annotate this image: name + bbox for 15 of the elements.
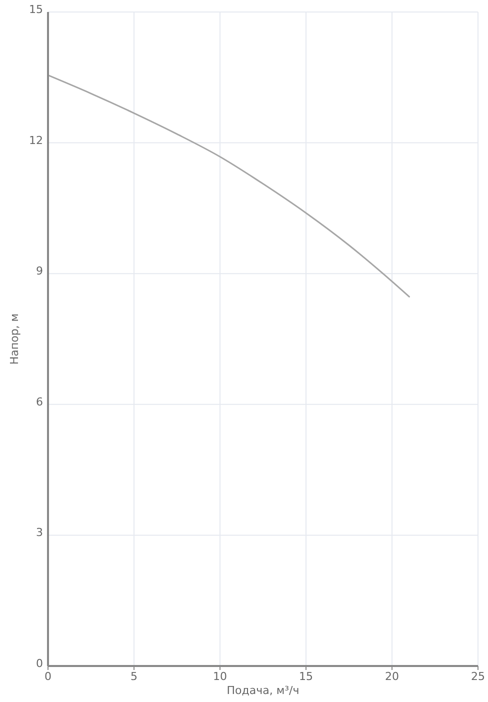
y-axis-title: Напор, м [8,313,21,365]
x-axis-title: Подача, м³/ч [226,684,300,697]
x-tick-label: 20 [385,670,399,683]
y-tick-label: 12 [29,134,43,147]
x-tick-label: 5 [130,670,138,683]
x-tick-label: 25 [471,670,485,683]
line-series [47,74,410,298]
x-tick-label: 0 [44,670,52,683]
y-tick-label: 9 [36,264,43,278]
x-tick-label: 10 [213,670,227,683]
y-tick-label: 0 [36,657,43,670]
y-tick-label: 6 [36,395,43,408]
y-tick-label: 3 [36,526,43,540]
y-tick-label: 15 [29,3,43,16]
x-tick-label: 15 [299,670,313,683]
